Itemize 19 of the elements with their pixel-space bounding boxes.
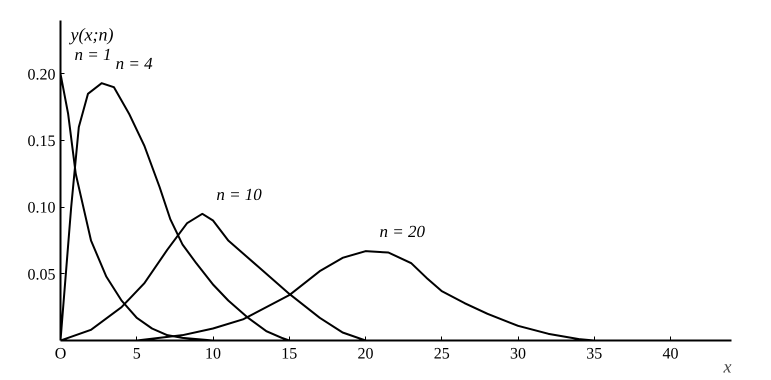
x-tick-label: 35 (586, 346, 602, 362)
x-tick-label: 40 (662, 346, 678, 362)
y-tick-label: 0.15 (28, 133, 56, 150)
x-tick-label: 10 (205, 346, 221, 362)
x-tick-label: 30 (510, 346, 526, 362)
y-tick-label: 0.05 (28, 266, 56, 284)
x-axis-title: x (722, 356, 732, 376)
series-label: n = 20 (380, 222, 426, 242)
x-tick-label: 20 (358, 346, 374, 362)
x-tick-label: 5 (132, 346, 141, 362)
series-label: n = 4 (116, 54, 154, 74)
x-tick-label: O (54, 346, 66, 362)
series-label: n = 1 (74, 44, 112, 64)
y-tick-label: 0.20 (28, 66, 56, 84)
y-axis-title: y(x;n) (68, 24, 114, 44)
y-tick-label: 0.10 (28, 200, 56, 217)
series-label: n = 10 (216, 184, 262, 204)
x-tick-label: 25 (434, 346, 450, 362)
x-tick-label: 15 (281, 346, 298, 362)
